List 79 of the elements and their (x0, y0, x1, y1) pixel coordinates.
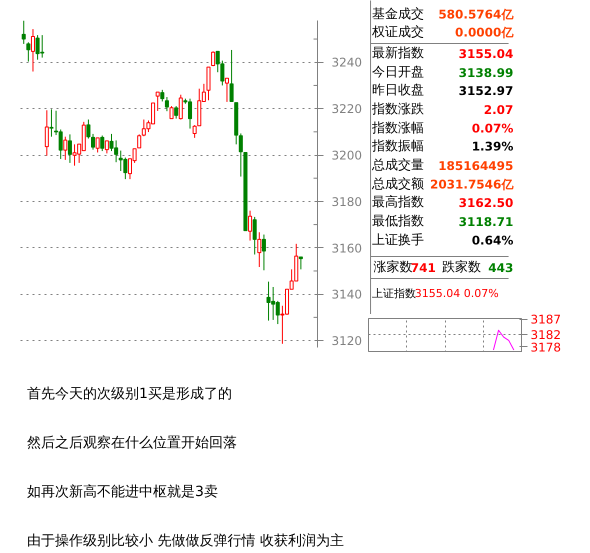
candlestick (174, 106, 178, 120)
text: 然后之后观察在什么位置开始回落 (27, 434, 237, 453)
y-tick-label: 3182 (530, 328, 562, 342)
candlestick (188, 98, 192, 130)
candlestick (164, 96, 169, 112)
text: 如再次新高不能进中枢就是3卖 (27, 483, 218, 502)
category-label: 最高指数 (372, 194, 424, 210)
text: 3155.04 (458, 47, 514, 61)
y-tick-label: 3220 (332, 102, 362, 116)
text: 由于操作级别比较小 先做做反弹行情 收获利润为主 (27, 532, 344, 551)
candlestick (63, 136, 68, 160)
category-label: 最新指数 (372, 46, 424, 61)
candlestick (248, 210, 252, 242)
candlestick (30, 28, 35, 72)
candlestick (170, 106, 174, 120)
candlestick (90, 133, 96, 150)
text: 185164495 (438, 159, 514, 173)
candlestick (96, 137, 100, 153)
candlestick (109, 133, 114, 152)
category-label: 基金成交 (372, 6, 424, 22)
y-tick-label: 3120 (332, 334, 362, 348)
candlestick (230, 49, 234, 102)
candlestick (72, 144, 77, 166)
candlestick (68, 134, 72, 164)
line-series (492, 330, 514, 351)
candlestick (156, 92, 160, 112)
category-label: 跌家数 (442, 259, 481, 275)
candlestick (252, 216, 257, 255)
y-tick-label: 3187 (530, 312, 562, 327)
candlestick (100, 135, 104, 152)
y-tick-label: 3140 (332, 288, 362, 302)
category-label: 指数涨幅 (370, 121, 424, 136)
text: 0.64% (472, 234, 514, 248)
candlestick (211, 50, 216, 67)
category-label: 最低指数 (372, 214, 424, 229)
y-tick-label: 3240 (332, 56, 362, 70)
text: 2.07 (484, 103, 514, 117)
category-label: 指数振幅 (370, 139, 424, 154)
text: 741 (410, 261, 436, 275)
category-label: 权证成交 (370, 24, 424, 40)
text: 3152.97 (458, 84, 514, 98)
y-tick-label: 3160 (332, 241, 362, 256)
text: 3138.99 (458, 66, 514, 80)
candlestick (104, 140, 109, 154)
chart-title: 上证指数 (372, 287, 416, 300)
candlestick (178, 94, 183, 120)
category-label: 今日开盘 (372, 65, 424, 80)
text: 3118.71 (458, 215, 514, 229)
candlestick (49, 108, 54, 138)
candlestick (262, 234, 266, 271)
category-label: 总成交额 (370, 176, 424, 192)
category-label: 总成交量 (370, 157, 424, 173)
text: 2031.7546亿 (430, 178, 514, 192)
candlestick (298, 256, 303, 270)
text: 1.39% (472, 140, 514, 154)
y-tick-label: 3200 (332, 148, 362, 163)
text: 443 (488, 261, 514, 275)
category-label: 涨家数 (373, 259, 412, 275)
candlestick (160, 89, 164, 102)
y-tick-label: 3178 (530, 340, 562, 354)
category-label: 指数涨跌 (370, 102, 424, 117)
candlestick (26, 42, 30, 62)
candlestick (257, 232, 262, 268)
text: 3162.50 (458, 196, 514, 210)
text: 0.0000亿 (455, 26, 514, 40)
y-tick-label: 3180 (332, 194, 362, 209)
candlestick (36, 34, 40, 60)
candlestick (86, 119, 90, 140)
candlestick (22, 20, 26, 44)
candlestick (266, 281, 271, 322)
candlestick (44, 110, 49, 156)
candlestick (224, 78, 229, 102)
chart-subtitle: 3155.04 0.07% (414, 287, 499, 300)
category-label: 昨日收盘 (372, 83, 424, 98)
text: 580.5764亿 (438, 8, 514, 22)
candlestick (206, 66, 211, 101)
category-label: 上证换手 (372, 233, 424, 248)
text: 0.07% (472, 122, 514, 136)
text: 首先今天的次级别1买是形成了的 (27, 385, 232, 404)
